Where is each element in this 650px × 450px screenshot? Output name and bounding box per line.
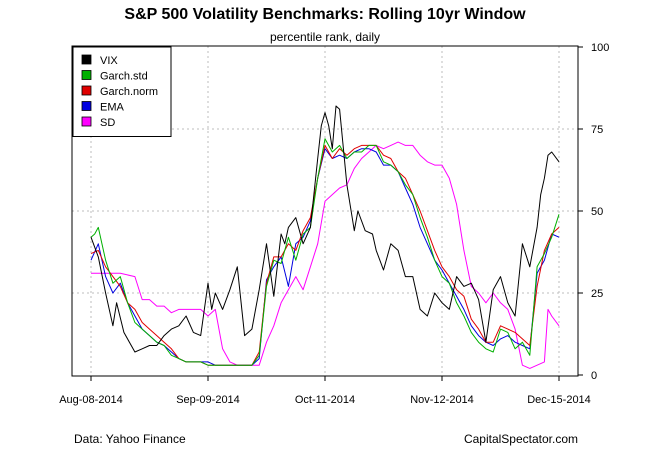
site-credit: CapitalSpectator.com [463,432,578,446]
y-tick-label: 50 [591,206,603,218]
legend-swatch [81,85,92,96]
chart-title: S&P 500 Volatility Benchmarks: Rolling 1… [124,6,526,23]
x-tick-label: Sep-09-2014 [176,394,240,406]
legend-label: Garch.norm [100,86,158,98]
legend-swatch [81,116,92,127]
y-tick-label: 75 [591,124,603,136]
x-tick-label: Nov-12-2014 [410,394,474,406]
x-tick-label: Dec-15-2014 [527,394,591,406]
x-tick-label: Aug-08-2014 [59,394,123,406]
legend-swatch [81,101,92,111]
series-line-ema [90,148,560,366]
series-line-sd [91,141,560,369]
legend: VIX Garch.std Garch.norm EMA SD [72,46,172,137]
y-tick-label: 100 [591,42,609,54]
legend-label: SD [100,117,115,129]
legend-label: Garch.std [100,71,148,83]
source-note: Data: Yahoo Finance [74,432,186,446]
y-axis: 0 25 50 75 100 [578,42,609,382]
legend-swatch [81,70,92,80]
y-tick-label: 0 [591,370,597,382]
chart-subtitle: percentile rank, daily [269,30,381,44]
legend-label: VIX [100,55,118,67]
legend-label: EMA [100,102,125,114]
series-line-vix [90,105,560,353]
x-tick-label: Oct-11-2014 [295,394,355,406]
series-layer [90,105,560,369]
y-tick-label: 25 [591,288,603,300]
series-line-garch-norm [90,144,560,366]
series-line-garch-std [90,138,560,366]
legend-swatch [81,54,92,65]
x-axis: Aug-08-2014 Sep-09-2014 Oct-11-2014 Nov-12-… [59,376,591,406]
